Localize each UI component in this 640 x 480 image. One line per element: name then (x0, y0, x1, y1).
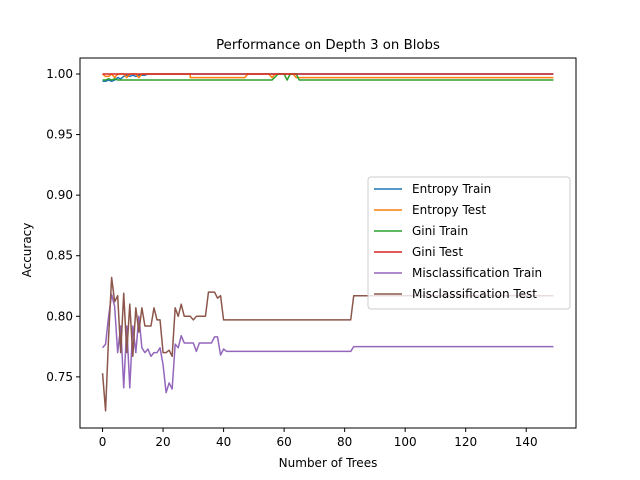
axes-frame (79, 57, 577, 429)
series-line-misclassification-test (101, 276, 554, 412)
legend-label: Entropy Train (412, 182, 491, 196)
series-lines (101, 73, 554, 412)
series-line-entropy-train (102, 73, 554, 83)
legend: Entropy Train Entropy Test Gini Train Gini … (367, 176, 571, 310)
series-line-misclassification-train (101, 293, 554, 394)
series-line-entropy-test (102, 73, 554, 79)
y-tick-label: 0.95 (46, 128, 73, 142)
y-axis-ticks: 0.75 0.80 0.85 0.90 0.95 1.00 (46, 67, 80, 384)
chart-title: Performance on Depth 3 on Blobs (216, 38, 440, 53)
x-tick-label: 140 (515, 435, 538, 449)
x-tick-label: 120 (454, 435, 477, 449)
y-tick-label: 1.00 (46, 67, 73, 81)
legend-label: Gini Test (412, 245, 463, 259)
legend-label: Gini Train (412, 224, 468, 238)
x-tick-label: 20 (155, 435, 170, 449)
x-tick-label: 40 (216, 435, 231, 449)
y-tick-label: 0.90 (46, 188, 73, 202)
x-tick-label: 0 (99, 435, 107, 449)
legend-frame (367, 176, 571, 310)
y-axis-label: Accuracy (20, 223, 34, 278)
y-tick-label: 0.75 (46, 370, 73, 384)
x-tick-label: 100 (394, 435, 417, 449)
x-axis-ticks: 0 20 40 60 80 100 120 140 (99, 428, 538, 449)
y-tick-label: 0.85 (46, 249, 73, 263)
legend-label: Misclassification Train (412, 266, 542, 280)
x-axis-label: Number of Trees (279, 456, 378, 470)
legend-label: Entropy Test (412, 203, 486, 217)
y-tick-label: 0.80 (46, 309, 73, 323)
legend-label: Misclassification Test (412, 287, 537, 301)
x-tick-label: 60 (276, 435, 291, 449)
x-tick-label: 80 (337, 435, 352, 449)
